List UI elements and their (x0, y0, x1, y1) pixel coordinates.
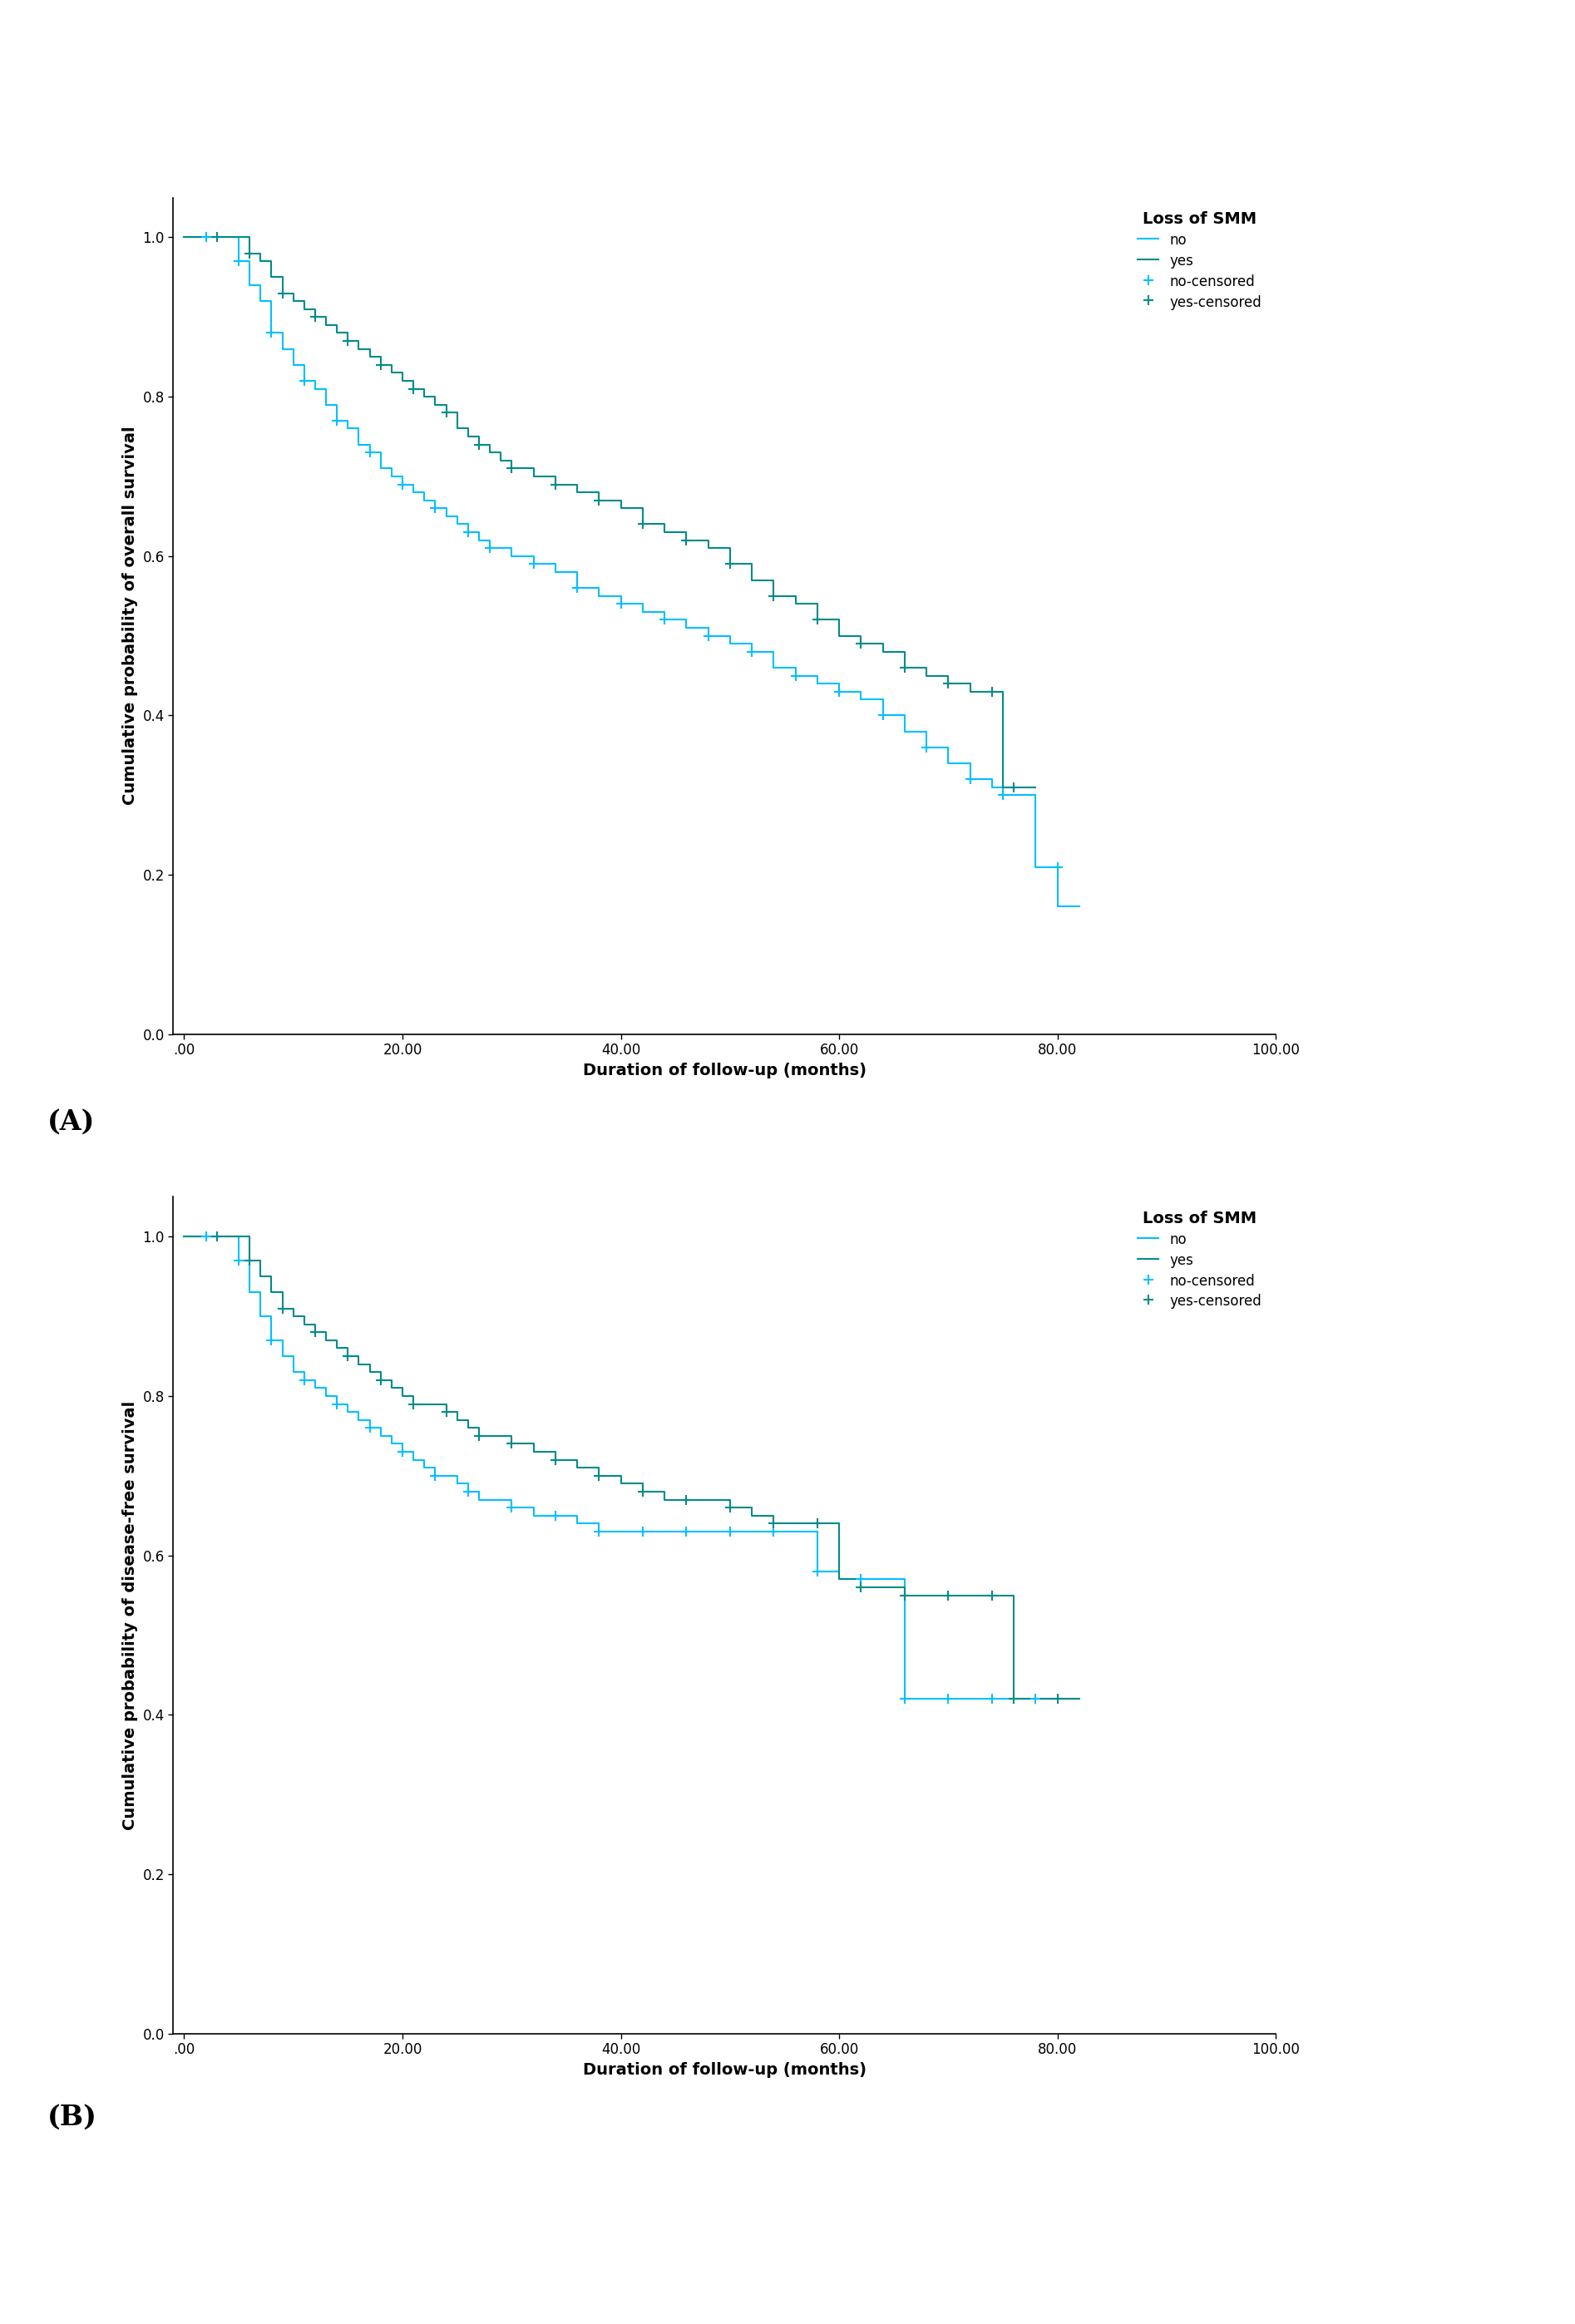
Point (1024, 1680, 1049, 1717)
Legend: no, yes, no-censored, yes-censored: no, yes, no-censored, yes-censored (1131, 205, 1269, 316)
Point (302, 1313, 328, 1350)
Point (477, 530, 502, 567)
Point (422, 1457, 447, 1494)
Point (805, 1506, 830, 1543)
Point (914, 730, 939, 767)
Point (324, 402, 350, 439)
Point (227, 1241, 252, 1278)
Legend: no, yes, no-censored, yes-censored: no, yes, no-censored, yes-censored (1131, 1204, 1269, 1315)
Point (400, 370, 425, 407)
Point (783, 658, 808, 695)
Point (543, 1497, 569, 1534)
Point (936, 665, 961, 702)
Point (543, 465, 569, 502)
Point (827, 674, 852, 711)
Point (849, 1562, 874, 1599)
Point (391, 1434, 416, 1471)
Point (1044, 1680, 1069, 1717)
Point (674, 1480, 699, 1518)
Point (433, 395, 458, 432)
Point (1002, 1680, 1027, 1717)
Point (717, 546, 742, 583)
Point (630, 1473, 655, 1511)
Point (586, 481, 611, 518)
Point (717, 1513, 742, 1550)
Point (455, 1473, 480, 1511)
Point (630, 507, 655, 544)
Point (422, 490, 447, 528)
Point (717, 1490, 742, 1527)
Point (391, 465, 416, 502)
Point (466, 425, 491, 462)
X-axis label: Duration of follow-up (months): Duration of follow-up (months) (583, 2061, 866, 2078)
Point (586, 1513, 611, 1550)
Point (335, 323, 361, 360)
Point (891, 648, 917, 686)
Point (761, 576, 786, 614)
Point (891, 1576, 917, 1613)
Text: (B): (B) (47, 2103, 98, 2131)
Point (302, 297, 328, 335)
Point (608, 586, 633, 623)
Point (238, 1241, 263, 1278)
Point (543, 1441, 569, 1478)
Point (258, 1322, 283, 1360)
Point (238, 235, 263, 272)
Point (324, 1385, 350, 1422)
Point (400, 1385, 425, 1422)
Point (869, 697, 895, 734)
Point (849, 625, 874, 662)
Point (805, 1552, 830, 1590)
Point (269, 274, 295, 311)
Point (980, 1680, 1005, 1717)
Point (586, 1457, 611, 1494)
Point (205, 1218, 230, 1255)
Point (674, 521, 699, 558)
Point (369, 346, 394, 383)
Point (1044, 848, 1069, 885)
Point (1002, 769, 1027, 806)
Point (455, 514, 480, 551)
Point (761, 1506, 786, 1543)
Point (433, 1394, 458, 1432)
Point (291, 1362, 317, 1399)
Y-axis label: Cumulative probability of disease-free survival: Cumulative probability of disease-free s… (123, 1401, 139, 1829)
Point (936, 1576, 961, 1613)
Point (227, 242, 252, 279)
Point (499, 451, 524, 488)
Point (891, 1680, 917, 1717)
Point (564, 569, 589, 607)
Point (936, 1680, 961, 1717)
Point (499, 1490, 524, 1527)
Point (521, 546, 547, 583)
Text: (A): (A) (47, 1109, 94, 1136)
Point (358, 435, 383, 472)
Point (739, 632, 764, 669)
Point (194, 218, 219, 256)
Point (291, 363, 317, 400)
Point (358, 1408, 383, 1446)
Point (269, 1290, 295, 1327)
Point (980, 1576, 1005, 1613)
Point (466, 1418, 491, 1455)
Point (980, 674, 1005, 711)
Point (258, 314, 283, 351)
X-axis label: Duration of follow-up (months): Duration of follow-up (months) (583, 1062, 866, 1078)
Point (630, 1513, 655, 1550)
Point (652, 602, 677, 639)
Point (958, 760, 983, 797)
Point (849, 1569, 874, 1606)
Point (369, 1362, 394, 1399)
Point (696, 618, 721, 655)
Point (335, 1339, 361, 1376)
Point (194, 1218, 219, 1255)
Point (991, 776, 1016, 813)
Point (205, 218, 230, 256)
Y-axis label: Cumulative probability of overall survival: Cumulative probability of overall surviv… (123, 425, 139, 806)
Point (805, 602, 830, 639)
Point (499, 1425, 524, 1462)
Point (761, 1513, 786, 1550)
Point (674, 1513, 699, 1550)
